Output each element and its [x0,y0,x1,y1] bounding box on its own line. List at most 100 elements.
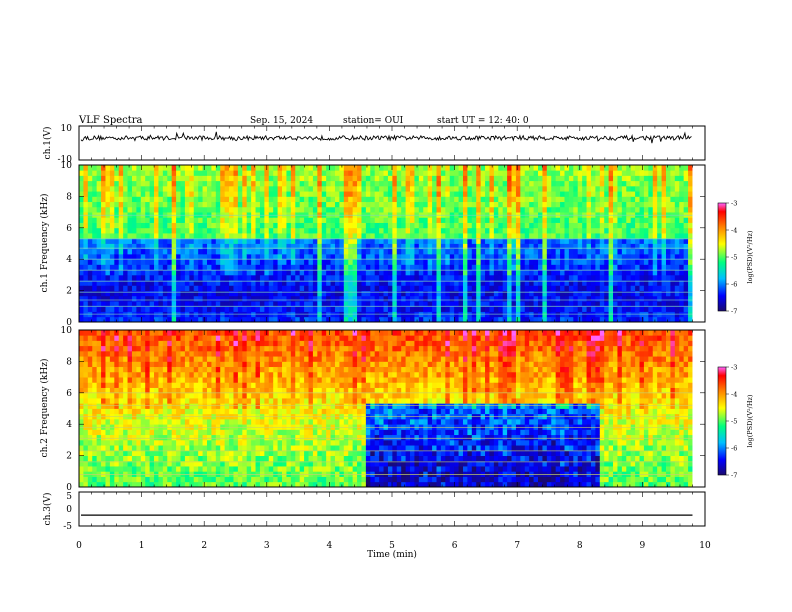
spectrogram-cell [317,280,323,286]
spectrogram-cell [635,191,640,197]
spectrogram-cell [374,295,380,302]
spectrogram-cell [184,290,190,297]
spectrogram-cell [546,285,552,291]
spectrogram-cell [590,264,596,271]
spectrogram-cell [286,285,292,291]
spectrogram-cell [101,434,106,441]
spectrogram-cell [96,371,102,378]
spectrogram-cell [158,301,164,307]
spectrogram-cell [551,253,557,260]
spectrogram-cell [136,243,142,250]
spectrogram-cell [498,170,504,176]
spectrogram-cell [154,191,159,197]
spectrogram-cell [560,274,565,281]
spectrogram-cell [268,175,274,182]
spectrogram-cell [224,259,230,265]
spectrogram-cell [551,316,557,323]
spectrogram-cell [343,206,349,213]
spectrogram-cell [136,366,142,373]
spectrogram-cell [312,180,318,187]
spectrogram-cell [551,269,557,276]
spectrogram-cell [290,233,296,239]
spectrogram-cell [590,248,596,255]
spectrogram-cell [568,285,574,291]
spectrogram-cell [273,253,279,260]
spectrogram-cell [666,206,671,213]
spectrogram-cell [96,366,102,373]
spectrogram-cell [105,445,111,451]
spectrogram-cell [445,196,451,203]
spectrogram-cell [215,222,221,229]
spectrogram-cell [140,450,146,456]
spectrogram-cell [410,264,415,271]
spectrogram-cell [154,306,159,312]
spectrogram-cell [432,170,437,176]
spectrogram-cell [670,269,676,276]
spectrogram-cell [321,243,327,250]
spectrogram-cell [127,434,133,441]
spectrogram-cell [436,290,442,297]
spectrogram-cell [176,191,181,197]
spectrogram-cell [282,248,287,255]
spectrogram-cell [471,248,477,255]
spectrogram-cell [436,253,442,260]
spectrogram-cell [131,356,137,362]
spectrogram-cell [237,191,243,197]
spectrogram-cell [630,243,636,250]
spectrogram-cell [392,295,398,302]
spectrogram-cell [630,170,636,176]
spectrogram-cell [136,196,142,203]
spectrogram-cell [136,233,142,239]
spectrogram-cell [158,238,164,244]
spectrogram-cell [401,170,406,176]
spectrogram-cell [507,274,512,281]
spectrogram-cell [613,196,618,203]
spectrogram-cell [321,217,327,223]
spectrogram-cell [546,170,552,176]
spectrogram-cell [683,170,689,176]
spectrogram-cell [167,259,173,265]
spectrogram-cell [87,377,93,383]
spectrogram-cell [551,233,557,239]
spectrogram-cell [127,361,133,368]
spectrogram-cell [114,345,120,352]
spectrogram-cell [577,201,583,208]
spectrogram-cell [96,450,102,456]
spectrogram-cell [105,295,111,302]
spectrogram-cell [154,356,159,362]
spectrogram-cell [304,306,309,312]
spectrogram-cell [652,280,658,286]
spectrogram-cell [648,185,654,192]
spectrogram-cell [551,165,557,171]
spectrogram-cell [127,185,133,192]
spectrogram-cell [599,269,605,276]
spectrogram-cell [454,269,459,276]
spectrogram-cell [493,269,499,276]
spectrogram-cell [140,366,146,373]
spectrogram-cell [167,165,173,171]
spectrogram-cell [383,274,389,281]
spectrogram-cell [688,191,693,197]
spectrogram-cell [383,269,389,276]
spectrogram-cell [136,191,142,197]
spectrogram-cell [255,295,261,302]
spectrogram-cell [436,180,442,187]
spectrogram-cell [648,295,654,302]
spectrogram-cell [105,403,111,409]
spectrogram-cell [264,196,270,203]
spectrogram-cell [273,165,279,171]
spectrogram-cell [538,196,543,203]
spectrogram-cell [599,217,605,223]
spectrogram-cell [370,165,376,171]
spectrogram-cell [643,206,649,213]
spectrogram-cell [162,201,168,208]
spectrogram-cell [626,222,632,229]
spectrogram-cell [405,259,411,265]
spectrogram-cell [476,180,482,187]
spectrogram-cell [423,316,429,323]
spectrogram-cell [348,316,354,323]
spectrogram-cell [127,476,133,483]
spectrogram-cell [290,170,296,176]
spectrogram-cell [145,445,151,451]
spectrogram-cell [679,165,685,171]
